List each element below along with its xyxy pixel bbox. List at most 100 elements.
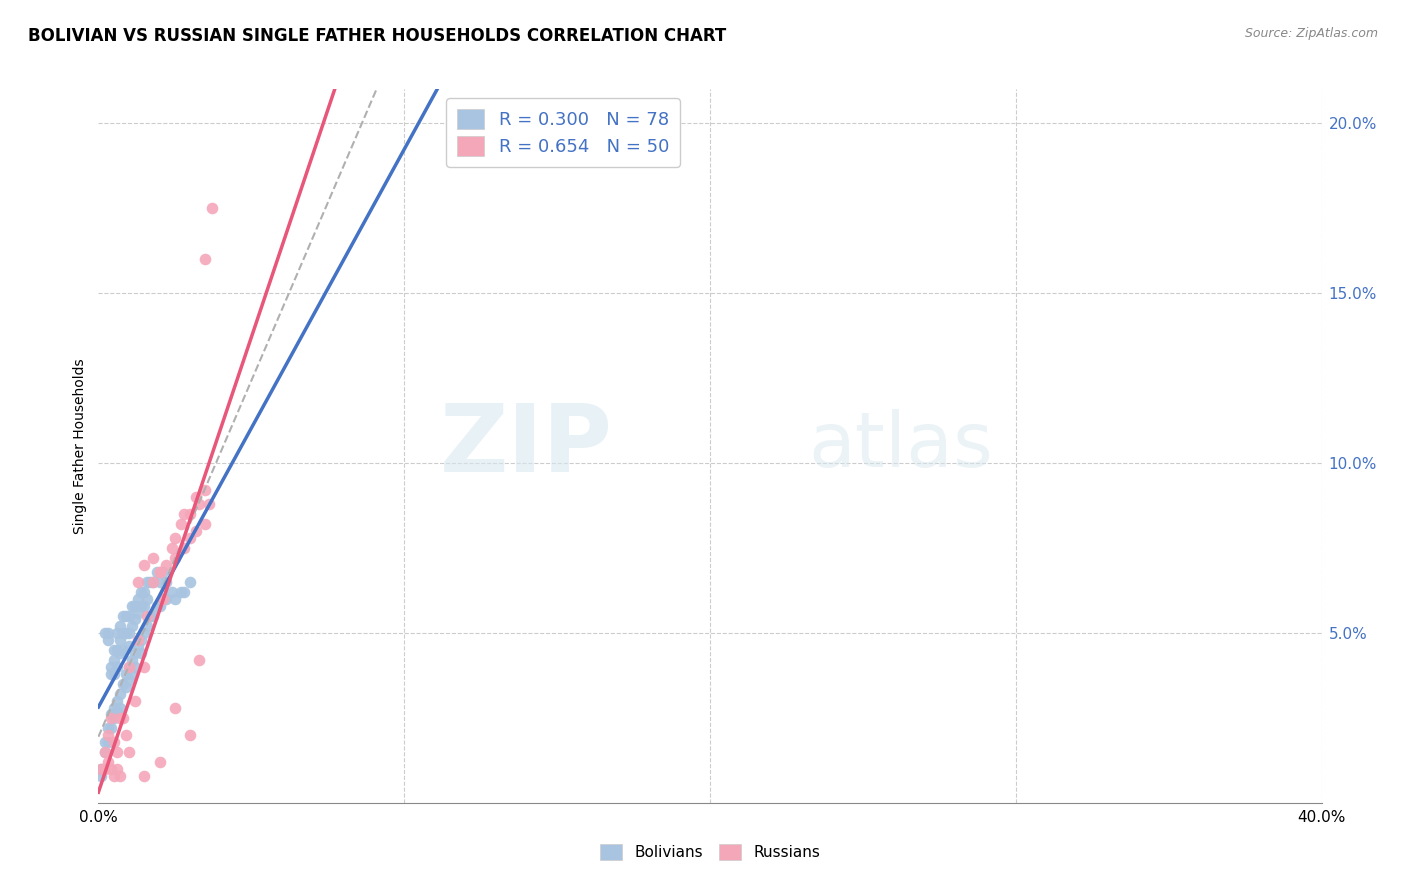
- Point: [124, 660, 146, 674]
- Point: [163, 591, 186, 606]
- Point: [105, 704, 128, 718]
- Point: [163, 700, 186, 714]
- Point: [105, 643, 128, 657]
- Text: Source: ZipAtlas.com: Source: ZipAtlas.com: [1244, 27, 1378, 40]
- Point: [179, 574, 201, 589]
- Text: BOLIVIAN VS RUSSIAN SINGLE FATHER HOUSEHOLDS CORRELATION CHART: BOLIVIAN VS RUSSIAN SINGLE FATHER HOUSEH…: [28, 27, 727, 45]
- Point: [93, 745, 115, 759]
- Point: [127, 632, 149, 647]
- Point: [127, 640, 149, 654]
- Point: [136, 619, 159, 633]
- Point: [134, 558, 156, 572]
- Point: [121, 619, 143, 633]
- Point: [108, 687, 131, 701]
- Point: [200, 201, 222, 215]
- Point: [118, 626, 141, 640]
- Point: [134, 660, 156, 674]
- Point: [90, 762, 112, 776]
- Point: [111, 643, 134, 657]
- Text: ZIP: ZIP: [439, 400, 612, 492]
- Point: [115, 608, 138, 623]
- Point: [134, 599, 156, 613]
- Point: [127, 606, 149, 620]
- Point: [136, 608, 159, 623]
- Point: [93, 762, 115, 776]
- Point: [115, 666, 138, 681]
- Point: [93, 626, 115, 640]
- Point: [100, 762, 122, 776]
- Point: [118, 673, 141, 688]
- Point: [194, 483, 217, 498]
- Point: [108, 769, 131, 783]
- Point: [105, 626, 128, 640]
- Point: [108, 646, 131, 660]
- Point: [100, 711, 122, 725]
- Point: [97, 626, 120, 640]
- Point: [173, 585, 195, 599]
- Point: [194, 252, 217, 266]
- Point: [142, 574, 165, 589]
- Point: [108, 711, 131, 725]
- Point: [149, 755, 172, 769]
- Point: [103, 653, 125, 667]
- Point: [124, 612, 146, 626]
- Point: [149, 599, 172, 613]
- Point: [179, 507, 201, 521]
- Point: [103, 700, 125, 714]
- Point: [186, 524, 208, 538]
- Point: [121, 666, 143, 681]
- Point: [111, 711, 134, 725]
- Point: [197, 497, 219, 511]
- Point: [152, 565, 174, 579]
- Point: [97, 632, 120, 647]
- Point: [118, 660, 141, 674]
- Point: [118, 640, 141, 654]
- Point: [100, 721, 122, 735]
- Point: [97, 728, 120, 742]
- Point: [115, 626, 138, 640]
- Point: [155, 591, 177, 606]
- Point: [105, 762, 128, 776]
- Point: [179, 728, 201, 742]
- Point: [186, 490, 208, 504]
- Point: [115, 728, 138, 742]
- Y-axis label: Single Father Households: Single Father Households: [73, 359, 87, 533]
- Point: [134, 585, 156, 599]
- Point: [93, 745, 115, 759]
- Point: [108, 700, 131, 714]
- Point: [160, 585, 183, 599]
- Point: [90, 762, 112, 776]
- Point: [163, 531, 186, 545]
- Point: [136, 591, 159, 606]
- Point: [155, 574, 177, 589]
- Point: [163, 551, 186, 566]
- Point: [103, 769, 125, 783]
- Legend: Bolivians, Russians: Bolivians, Russians: [593, 838, 827, 866]
- Point: [179, 531, 201, 545]
- Point: [115, 680, 138, 694]
- Point: [103, 734, 125, 748]
- Point: [173, 541, 195, 555]
- Point: [142, 608, 165, 623]
- Point: [100, 707, 122, 722]
- Point: [134, 769, 156, 783]
- Point: [111, 608, 134, 623]
- Point: [152, 591, 174, 606]
- Point: [105, 660, 128, 674]
- Point: [173, 507, 195, 521]
- Point: [97, 721, 120, 735]
- Point: [108, 632, 131, 647]
- Point: [124, 646, 146, 660]
- Point: [136, 574, 159, 589]
- Point: [194, 517, 217, 532]
- Point: [100, 660, 122, 674]
- Point: [108, 619, 131, 633]
- Point: [149, 565, 172, 579]
- Point: [97, 755, 120, 769]
- Point: [129, 632, 152, 647]
- Point: [129, 646, 152, 660]
- Point: [121, 653, 143, 667]
- Point: [105, 694, 128, 708]
- Point: [121, 599, 143, 613]
- Point: [145, 599, 167, 613]
